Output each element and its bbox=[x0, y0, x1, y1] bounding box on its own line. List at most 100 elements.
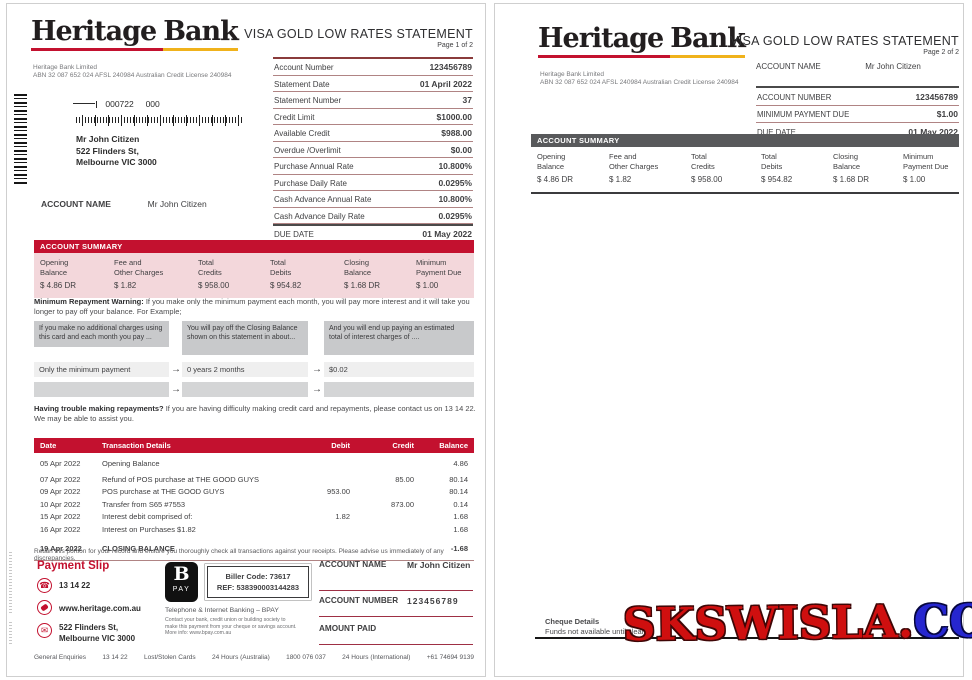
detail-value: $988.00 bbox=[441, 128, 472, 138]
summary-col: Opening Balance $ 4.86 DR bbox=[537, 152, 574, 184]
bpay-caption: Telephone & Internet Banking – BPAY bbox=[165, 607, 279, 614]
detail-label: Cash Advance Annual Rate bbox=[274, 195, 372, 204]
company-name: Heritage Bank Limited bbox=[33, 64, 97, 71]
retain-note: Retain this portion for your record and … bbox=[34, 548, 444, 562]
detail-label: Account Number bbox=[274, 63, 334, 72]
detail-row: Purchase Daily Rate 0.0295% bbox=[273, 175, 473, 191]
detail-value: $1.00 bbox=[936, 109, 958, 119]
trouble-repayments-note: Having trouble making repayments? If you… bbox=[34, 404, 476, 423]
detail-label: Cash Advance Daily Rate bbox=[274, 211, 365, 221]
account-name-label: ACCOUNT NAME bbox=[41, 199, 111, 209]
account-name-value: Mr John Citizen bbox=[147, 199, 207, 209]
logo-word-bank: Bank bbox=[670, 23, 746, 58]
dash-icon bbox=[73, 103, 95, 104]
vertical-barcode-icon bbox=[14, 94, 27, 186]
summary-col: Closing Balance $ 1.68 DR bbox=[344, 258, 381, 290]
slip-phone-number: 13 14 22 bbox=[59, 581, 91, 590]
globe-icon bbox=[37, 600, 52, 615]
slip-account-name-field: ACCOUNT NAME Mr John Citizen bbox=[319, 560, 473, 591]
detail-value: 01 May 2022 bbox=[422, 229, 472, 239]
abn-line: ABN 32 087 652 024 AFSL 240984 Australia… bbox=[540, 79, 739, 86]
account-summary-body: Opening Balance $ 4.86 DR Fee and Other Cha… bbox=[34, 253, 474, 298]
detail-label: Purchase Daily Rate bbox=[274, 178, 347, 188]
statement-title: VISA GOLD LOW RATES STATEMENT bbox=[730, 34, 959, 48]
repayment-cell-empty bbox=[182, 382, 308, 397]
detail-value: 0.0295% bbox=[438, 177, 472, 188]
signature-line bbox=[535, 637, 959, 639]
addressee-street: 522 Flinders St, bbox=[76, 145, 139, 156]
summary-col: Minimum Payment Due $ 1.00 bbox=[416, 258, 462, 290]
detail-value: 123456789 bbox=[915, 91, 958, 102]
account-summary-page1: ACCOUNT SUMMARY Opening Balance $ 4.86 DR … bbox=[34, 240, 474, 298]
mailing-address: Mr John Citizen 522 Flinders St, Melbour… bbox=[76, 134, 157, 169]
repayment-cell: $0.02 bbox=[324, 362, 474, 377]
slip-website-link: www.heritage.com.au bbox=[59, 604, 141, 613]
heritage-bank-logo: Heritage Bank bbox=[538, 23, 746, 58]
detail-row: MINIMUM PAYMENT DUE $1.00 bbox=[756, 106, 959, 123]
transactions-table: Date Transaction Details Debit Credit Ba… bbox=[34, 438, 474, 561]
page-number: Page 1 of 2 bbox=[437, 42, 473, 49]
summary-col: Opening Balance $ 4.86 DR bbox=[40, 258, 77, 290]
repayment-cell: 0 years 2 months bbox=[182, 362, 308, 377]
biller-ref: REF: 538390003144283 bbox=[216, 583, 300, 592]
cheque-details-text: Funds not available until cleared bbox=[545, 626, 653, 636]
mail-code: 000722 bbox=[105, 99, 134, 109]
logo-word-bank: Bank bbox=[163, 16, 239, 51]
repayment-header-1: If you make no additional charges using … bbox=[34, 321, 169, 347]
detail-label: Credit Limit bbox=[274, 112, 315, 122]
bpay-logo: B PAY bbox=[165, 562, 198, 602]
detail-value: 0.0295% bbox=[438, 210, 472, 221]
abn-line: ABN 32 087 652 024 AFSL 240984 Australia… bbox=[33, 72, 232, 79]
detail-row: Cash Advance Daily Rate 0.0295% bbox=[273, 208, 473, 224]
detail-row: Cash Advance Annual Rate 10.800% bbox=[273, 191, 473, 208]
payment-slip-title: Payment Slip bbox=[37, 560, 110, 572]
detail-row: Credit Limit $1000.00 bbox=[273, 109, 473, 125]
account-name-row: ACCOUNT NAME Mr John Citizen bbox=[41, 199, 207, 209]
account-summary-header: ACCOUNT SUMMARY bbox=[34, 240, 474, 253]
transaction-row: 10 Apr 2022 Transfer from S65 #7553 873.… bbox=[40, 499, 468, 509]
repayment-cell-empty bbox=[34, 382, 169, 397]
detail-label: Statement Number bbox=[274, 96, 342, 105]
repayment-cell-empty bbox=[324, 382, 474, 397]
detail-row: Available Credit $988.00 bbox=[273, 125, 473, 142]
summary-col: Total Credits $ 958.00 bbox=[198, 258, 230, 290]
company-name: Heritage Bank Limited bbox=[540, 71, 604, 78]
account-summary-body: Opening Balance $ 4.86 DR Fee and Other Cha… bbox=[531, 147, 959, 194]
repayment-header-2: You will pay off the Closing Balance sho… bbox=[182, 321, 308, 355]
detail-value: 37 bbox=[462, 95, 472, 105]
account-name-label: ACCOUNT NAME bbox=[756, 62, 821, 71]
arrow-right-icon: → bbox=[312, 364, 322, 375]
mail-sort-line: 000722 000 bbox=[73, 99, 160, 109]
summary-col: Total Credits $ 958.00 bbox=[691, 152, 723, 184]
account-summary-header: ACCOUNT SUMMARY bbox=[531, 134, 959, 147]
transaction-row: 09 Apr 2022 POS purchase at THE GOOD GUY… bbox=[40, 487, 468, 496]
slip-account-number-field: ACCOUNT NUMBER 123456789 bbox=[319, 596, 473, 617]
detail-label: Statement Date bbox=[274, 79, 330, 89]
closing-balance-row: 19 Apr 2022 CLOSING BALANCE -1.68 bbox=[40, 544, 468, 553]
detail-label: Overdue /Overlimit bbox=[274, 145, 341, 155]
postal-barcode-icon bbox=[76, 115, 244, 126]
addressee-city: Melbourne VIC 3000 bbox=[76, 157, 157, 167]
phone-icon: ☎ bbox=[37, 578, 52, 593]
left-margin-microprint bbox=[9, 622, 12, 646]
statement-page-1: Heritage Bank Heritage Bank Limited ABN 3… bbox=[6, 3, 486, 677]
account-summary-page2: ACCOUNT SUMMARY Opening Balance $ 4.86 DR … bbox=[531, 134, 959, 194]
summary-col: Total Debits $ 954.82 bbox=[270, 258, 302, 290]
statement-title: VISA GOLD LOW RATES STATEMENT bbox=[244, 27, 473, 41]
detail-row: Statement Date 01 April 2022 bbox=[273, 76, 473, 92]
arrow-right-icon: → bbox=[171, 364, 181, 375]
statement-page-2: Heritage Bank Heritage Bank Limited ABN 3… bbox=[494, 3, 972, 677]
slip-amount-paid-field: AMOUNT PAID bbox=[319, 624, 473, 645]
statement-details-table: ACCOUNT NUMBER 123456789 MINIMUM PAYMENT … bbox=[756, 86, 959, 141]
cheque-details-title: Cheque Details bbox=[545, 617, 600, 626]
bpay-biller-box: Biller Code: 73617 REF: 538390003144283 bbox=[207, 566, 309, 598]
transaction-row: 07 Apr 2022 Refund of POS purchase at TH… bbox=[40, 474, 468, 484]
slip-branch-address: 522 Flinders St, Melbourne VIC 3000 bbox=[59, 623, 136, 643]
transaction-row: 15 Apr 2022 Interest debit comprised of:… bbox=[40, 512, 468, 521]
detail-value: 123456789 bbox=[429, 62, 472, 72]
statement-details-table: Account Number 123456789 Statement Date 01… bbox=[273, 57, 473, 242]
arrow-right-icon: → bbox=[312, 384, 322, 395]
arrow-right-icon: → bbox=[171, 384, 181, 395]
addressee-name: Mr John Citizen bbox=[76, 134, 140, 144]
watermark: SKSWISLA.COM bbox=[623, 594, 972, 651]
